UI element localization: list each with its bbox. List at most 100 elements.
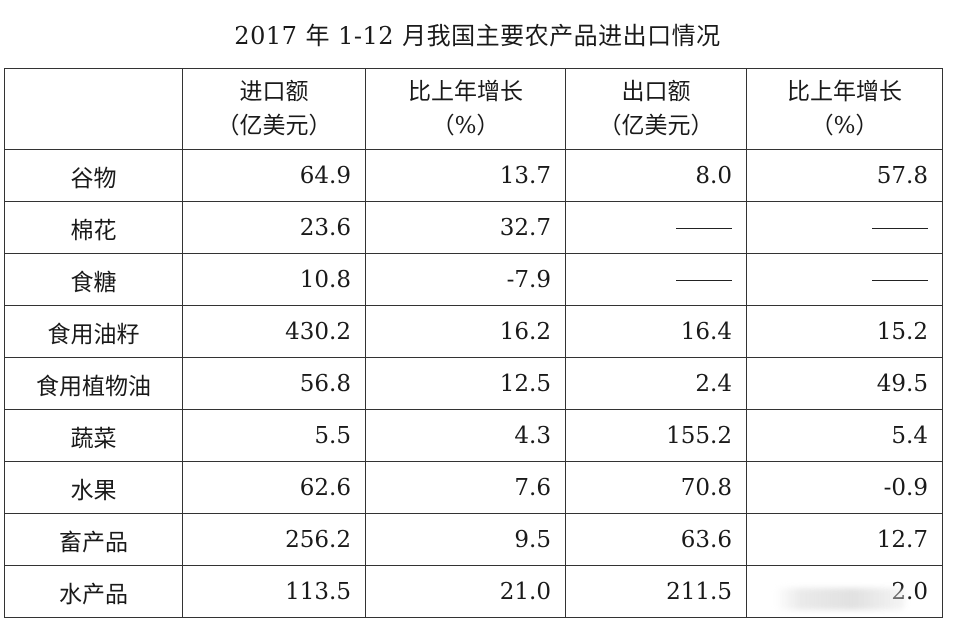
header-row: 进口额 （亿美元） 比上年增长 （%） 出口额 （亿美元） 比上年增长 （%） [4, 68, 943, 150]
header-export-growth-unit: （%） [810, 113, 879, 139]
cell-value: 62.6 [299, 474, 351, 501]
not-available-dash [872, 280, 928, 281]
trade-table: 进口额 （亿美元） 比上年增长 （%） 出口额 （亿美元） 比上年增长 （%） … [4, 68, 943, 618]
import-growth-cell: -7.9 [365, 253, 566, 306]
header-import-growth-unit: （%） [431, 113, 500, 139]
header-cell-import: 进口额 （亿美元） [182, 68, 366, 150]
product-name-cell: 蔬菜 [4, 409, 183, 462]
not-available-dash [676, 228, 732, 229]
cell-value: 10.8 [299, 266, 351, 293]
cell-value: 12.7 [876, 526, 928, 553]
product-name-cell: 食糖 [4, 253, 183, 306]
product-name: 食用油籽 [47, 321, 140, 348]
header-import-label: 进口额 [239, 79, 309, 105]
product-name-cell: 谷物 [4, 149, 183, 202]
cell-value: 9.5 [514, 526, 551, 553]
product-name: 食糖 [70, 269, 117, 296]
header-cell-blank [4, 68, 183, 150]
table-row: 水果 62.6 7.6 70.8 -0.9 [4, 461, 943, 514]
import-value-cell: 56.8 [182, 357, 366, 410]
export-value-cell: 2.4 [565, 357, 747, 410]
header-export-label: 出口额 [621, 79, 691, 105]
cell-value: 63.6 [680, 526, 732, 553]
import-value-cell: 10.8 [182, 253, 366, 306]
cell-value: 7.6 [514, 474, 551, 501]
product-name: 蔬菜 [70, 425, 117, 452]
export-growth-cell [746, 253, 943, 306]
cell-value: 16.2 [499, 318, 551, 345]
export-value-cell [565, 253, 747, 306]
not-available-dash [676, 280, 732, 281]
cell-value: 70.8 [680, 474, 732, 501]
export-value-cell [565, 201, 747, 254]
header-cell-import-growth: 比上年增长 （%） [365, 68, 566, 150]
cell-value: -0.9 [883, 474, 928, 501]
export-growth-cell: 12.7 [746, 513, 943, 566]
import-growth-cell: 13.7 [365, 149, 566, 202]
cell-value: 8.0 [695, 162, 732, 189]
import-value-cell: 62.6 [182, 461, 366, 514]
cell-value: 21.0 [499, 578, 551, 605]
table-row: 蔬菜 5.5 4.3 155.2 5.4 [4, 409, 943, 462]
product-name-cell: 水果 [4, 461, 183, 514]
cell-value: 5.5 [314, 422, 351, 449]
cell-value: 256.2 [285, 526, 351, 553]
import-value-cell: 256.2 [182, 513, 366, 566]
header-cell-export-growth: 比上年增长 （%） [746, 68, 943, 150]
product-name: 水果 [70, 477, 117, 504]
import-growth-cell: 16.2 [365, 305, 566, 358]
header-export-growth-label: 比上年增长 [787, 79, 902, 105]
cell-value: 16.4 [680, 318, 732, 345]
table-row: 棉花 23.6 32.7 [4, 201, 943, 254]
import-value-cell: 113.5 [182, 565, 366, 618]
export-value-cell: 155.2 [565, 409, 747, 462]
table-row: 食用植物油 56.8 12.5 2.4 49.5 [4, 357, 943, 410]
cell-value: 56.8 [299, 370, 351, 397]
export-growth-cell: 5.4 [746, 409, 943, 462]
table-row: 畜产品 256.2 9.5 63.6 12.7 [4, 513, 943, 566]
cell-value: 12.5 [499, 370, 551, 397]
export-growth-cell [746, 201, 943, 254]
product-name: 棉花 [70, 217, 117, 244]
import-value-cell: 5.5 [182, 409, 366, 462]
cell-value: 155.2 [666, 422, 732, 449]
cell-value: 4.3 [514, 422, 551, 449]
import-growth-cell: 9.5 [365, 513, 566, 566]
not-available-dash [872, 228, 928, 229]
cell-value: 211.5 [666, 578, 732, 605]
export-value-cell: 63.6 [565, 513, 747, 566]
product-name: 谷物 [70, 165, 117, 192]
export-growth-cell: -0.9 [746, 461, 943, 514]
cell-value: 49.5 [876, 370, 928, 397]
product-name: 水产品 [59, 581, 128, 608]
import-value-cell: 23.6 [182, 201, 366, 254]
import-value-cell: 64.9 [182, 149, 366, 202]
cell-value: 430.2 [285, 318, 351, 345]
export-value-cell: 8.0 [565, 149, 747, 202]
product-name-cell: 棉花 [4, 201, 183, 254]
table-row: 水产品 113.5 21.0 211.5 2.0 [4, 565, 943, 618]
product-name: 食用植物油 [36, 373, 151, 400]
export-growth-cell: 49.5 [746, 357, 943, 410]
cell-value: 32.7 [499, 214, 551, 241]
import-growth-cell: 21.0 [365, 565, 566, 618]
export-growth-cell: 57.8 [746, 149, 943, 202]
watermark-blur [775, 588, 905, 610]
product-name-cell: 食用植物油 [4, 357, 183, 410]
cell-value: 113.5 [285, 578, 351, 605]
import-growth-cell: 32.7 [365, 201, 566, 254]
cell-value: 57.8 [876, 162, 928, 189]
header-export-unit: （亿美元） [598, 113, 714, 139]
product-name-cell: 畜产品 [4, 513, 183, 566]
import-growth-cell: 7.6 [365, 461, 566, 514]
product-name-cell: 食用油籽 [4, 305, 183, 358]
export-growth-cell: 15.2 [746, 305, 943, 358]
table-row: 食糖 10.8 -7.9 [4, 253, 943, 306]
import-value-cell: 430.2 [182, 305, 366, 358]
header-import-unit: （亿美元） [216, 113, 332, 139]
export-value-cell: 70.8 [565, 461, 747, 514]
table-row: 食用油籽 430.2 16.2 16.4 15.2 [4, 305, 943, 358]
cell-value: -7.9 [506, 266, 551, 293]
product-name-cell: 水产品 [4, 565, 183, 618]
import-growth-cell: 12.5 [365, 357, 566, 410]
